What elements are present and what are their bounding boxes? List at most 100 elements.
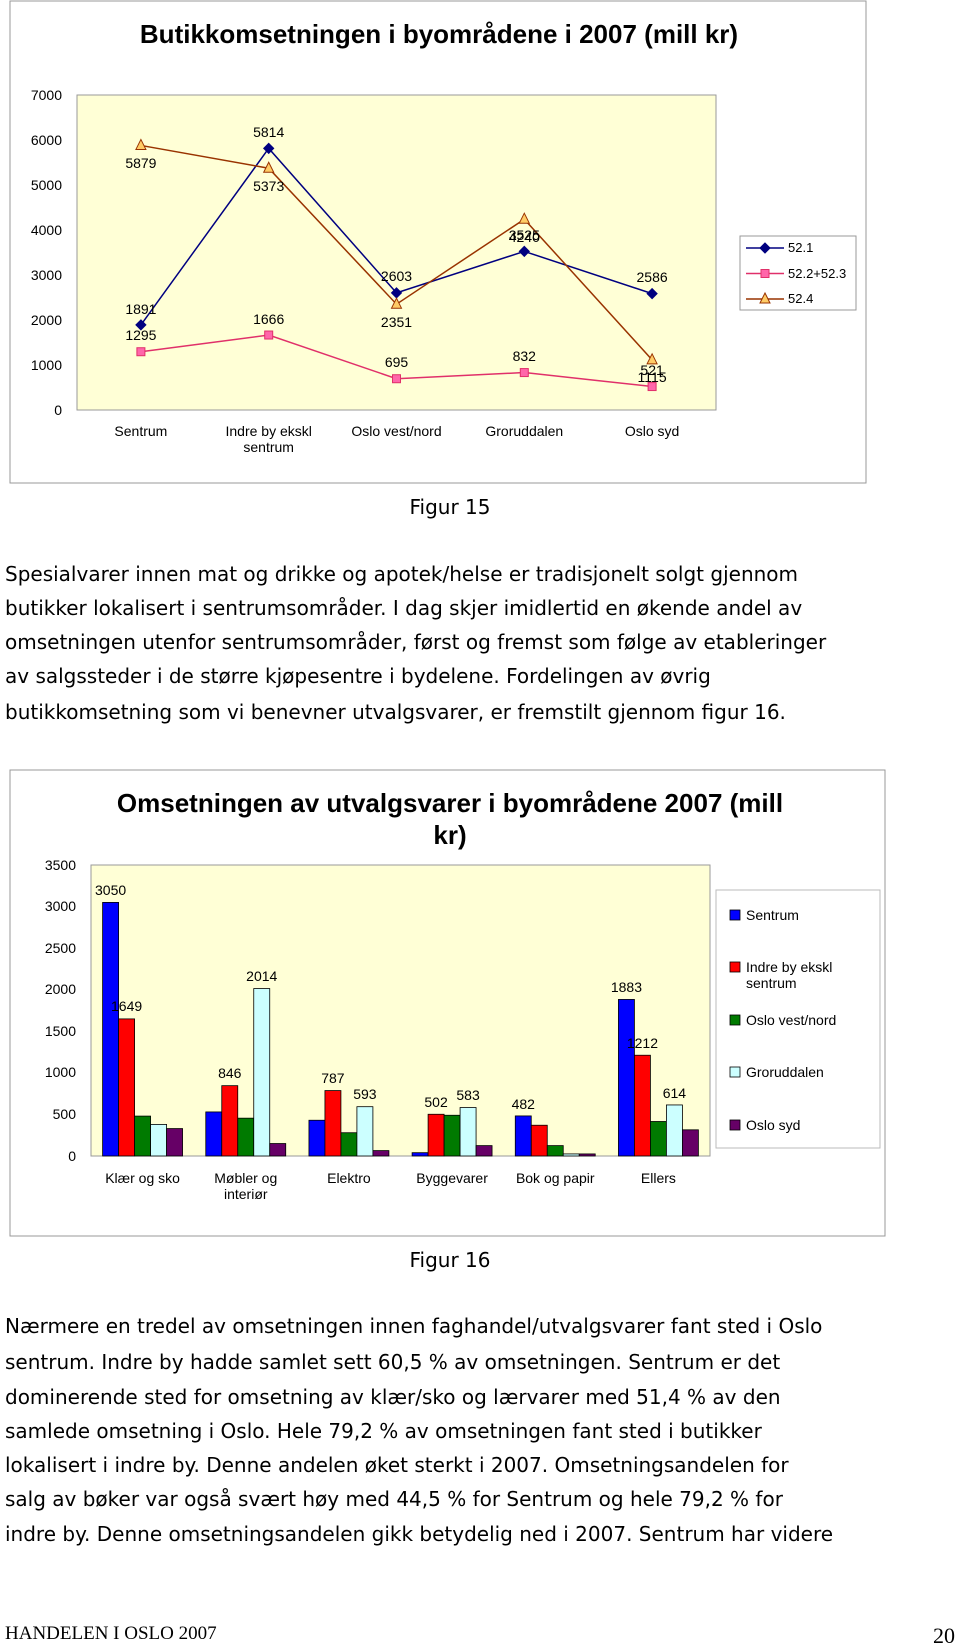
paragraph-line: dominerende sted for omsetning av klær/s… bbox=[5, 1385, 781, 1409]
bar bbox=[578, 1153, 596, 1157]
data-label: 482 bbox=[511, 1095, 535, 1112]
legend-label: Oslo syd bbox=[746, 1116, 801, 1133]
data-label: 4240 bbox=[508, 228, 540, 245]
bar bbox=[269, 1143, 287, 1157]
data-label: 1212 bbox=[626, 1034, 658, 1051]
bar bbox=[166, 1128, 183, 1157]
data-label: 2014 bbox=[246, 968, 278, 985]
data-label: 5373 bbox=[253, 177, 285, 194]
x-tick-label: Bok og papir bbox=[515, 1169, 595, 1186]
bar bbox=[443, 1114, 461, 1157]
point-marker bbox=[760, 269, 770, 278]
y-tick-label: 1000 bbox=[44, 1064, 76, 1081]
bar bbox=[546, 1145, 564, 1157]
paragraph-line: butikker lokalisert i sentrumsområder. I… bbox=[5, 596, 803, 620]
paragraph-line: lokalisert i indre by. Denne andelen øke… bbox=[5, 1453, 789, 1477]
bar bbox=[324, 1090, 342, 1157]
legend-swatch bbox=[729, 961, 741, 973]
paragraph-line: av salgssteder i de større kjøpesentre i… bbox=[5, 664, 711, 688]
y-tick-label: 0 bbox=[68, 1147, 76, 1164]
data-label: 521 bbox=[640, 362, 664, 379]
paragraph-line: butikkomsetning som vi benevner utvalgsv… bbox=[5, 700, 786, 724]
bar bbox=[237, 1117, 255, 1157]
legend-label: 52.4 bbox=[788, 291, 814, 307]
paragraph-line: samlede omsetning i Oslo. Hele 79,2 % av… bbox=[5, 1419, 762, 1443]
x-tick-label: Elektro bbox=[327, 1169, 371, 1186]
bar bbox=[356, 1106, 374, 1157]
paragraph-line: sentrum. Indre by hadde samlet sett 60,5… bbox=[5, 1350, 781, 1374]
y-tick-label: 1500 bbox=[44, 1022, 76, 1039]
data-label: 502 bbox=[424, 1093, 448, 1110]
legend-box bbox=[715, 889, 881, 1149]
point-marker bbox=[264, 330, 274, 340]
paragraph-line: salg av bøker var også svært høy med 44,… bbox=[5, 1487, 783, 1511]
y-tick-label: 2500 bbox=[44, 939, 76, 956]
point-marker bbox=[519, 368, 529, 378]
data-label: 614 bbox=[662, 1084, 687, 1101]
point-marker bbox=[646, 287, 658, 300]
bar bbox=[650, 1121, 667, 1157]
point-marker bbox=[390, 297, 403, 309]
bar bbox=[372, 1150, 390, 1157]
figure-caption: Figur 16 bbox=[409, 1248, 491, 1272]
footer-title: HANDELEN I OSLO 2007 bbox=[5, 1622, 217, 1644]
legend-swatch bbox=[729, 909, 741, 921]
bar bbox=[634, 1054, 651, 1157]
bar bbox=[427, 1113, 445, 1157]
data-label: 832 bbox=[512, 348, 536, 365]
paragraph-line: Spesialvarer innen mat og drikke og apot… bbox=[5, 562, 799, 586]
page-number: 20 bbox=[933, 1622, 955, 1648]
x-tick-label: Indre by ekskl sentrum bbox=[225, 422, 312, 456]
point-marker bbox=[136, 347, 146, 357]
bar bbox=[118, 1018, 135, 1157]
x-tick-label: Oslo vest/nord bbox=[351, 422, 442, 439]
bar bbox=[253, 988, 271, 1157]
point-marker bbox=[262, 161, 275, 173]
data-label: 2603 bbox=[380, 268, 413, 285]
bar bbox=[340, 1132, 358, 1157]
y-tick-label: 6000 bbox=[30, 131, 62, 148]
data-label: 846 bbox=[218, 1065, 242, 1082]
point-marker bbox=[518, 245, 531, 258]
bar bbox=[459, 1107, 477, 1157]
point-marker bbox=[518, 212, 531, 224]
legend-label: 52.2+52.3 bbox=[788, 265, 847, 281]
point-marker bbox=[262, 142, 275, 155]
bar bbox=[150, 1124, 167, 1157]
y-tick-label: 5000 bbox=[30, 176, 62, 193]
data-label: 1666 bbox=[253, 310, 285, 327]
point-marker bbox=[135, 319, 147, 331]
data-label: 593 bbox=[353, 1086, 377, 1103]
x-tick-label: Sentrum bbox=[114, 422, 168, 439]
y-tick-label: 2000 bbox=[30, 311, 62, 328]
legend-swatch bbox=[729, 1119, 741, 1131]
y-tick-label: 3500 bbox=[44, 856, 76, 873]
x-tick-label: Klær og sko bbox=[105, 1169, 180, 1186]
point-marker bbox=[759, 291, 771, 304]
plot-area bbox=[76, 94, 717, 411]
data-label: 1295 bbox=[125, 327, 157, 344]
data-label: 1883 bbox=[610, 979, 642, 996]
bar bbox=[221, 1085, 239, 1157]
bar bbox=[530, 1124, 548, 1157]
legend-label: Groruddalen bbox=[746, 1063, 824, 1080]
data-label: 583 bbox=[456, 1087, 480, 1104]
chart-title: Omsetningen av utvalgsvarer i byområdene… bbox=[116, 788, 784, 850]
y-tick-label: 2000 bbox=[44, 981, 76, 998]
bar bbox=[562, 1153, 580, 1157]
x-tick-label: Ellers bbox=[640, 1169, 676, 1186]
bar bbox=[411, 1152, 429, 1157]
legend-label: Sentrum bbox=[746, 906, 799, 923]
point-marker bbox=[647, 382, 657, 392]
legend-swatch bbox=[729, 1014, 741, 1026]
point-marker bbox=[392, 374, 401, 384]
figure-caption: Figur 15 bbox=[409, 495, 491, 519]
data-label: 1891 bbox=[125, 300, 157, 317]
chart-title: Butikkomsetningen i byområdene i 2007 (m… bbox=[139, 19, 739, 50]
bar bbox=[514, 1115, 532, 1157]
y-tick-label: 3000 bbox=[44, 898, 76, 915]
data-label: 3050 bbox=[95, 882, 127, 898]
legend-label: 52.1 bbox=[788, 240, 814, 256]
bar bbox=[475, 1145, 493, 1157]
bar bbox=[666, 1104, 683, 1157]
